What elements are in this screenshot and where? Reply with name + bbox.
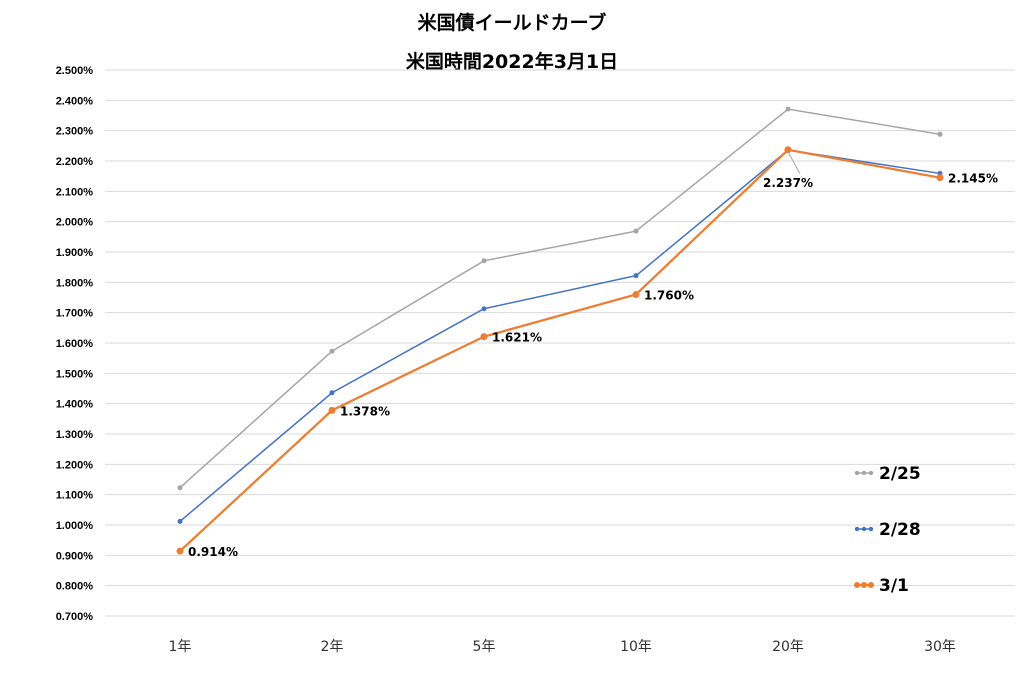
data-point [177,518,183,524]
x-tick-label: 1年 [169,639,192,655]
legend-swatch-marker [868,470,874,476]
x-tick-label: 20年 [772,639,804,655]
x-tick-label: 2年 [321,639,344,655]
data-point [177,485,183,491]
y-tick-label: 2.000% [56,217,94,229]
y-tick-label: 1.200% [56,459,94,471]
data-point [784,146,792,154]
legend-item: 2/28 [854,520,921,540]
data-label: 1.760% [644,288,694,302]
data-labels: 0.914% 1.378% 1.621% 1.760% 2.237% 2.145% [188,151,998,559]
x-tick-label: 10年 [620,639,652,655]
y-tick-label: 1.600% [56,338,94,350]
legend-swatch-marker [854,470,860,476]
legend-swatch-marker [861,526,867,532]
y-tick-label: 2.200% [56,156,94,168]
series-line [179,108,941,489]
legend-item: 2/25 [854,464,921,484]
data-point [480,333,488,341]
x-tick-label: 30年 [924,639,956,655]
y-tick-label: 1.000% [56,520,94,532]
data-point [936,174,944,182]
data-point [481,306,487,312]
series-3-1 [176,146,944,555]
data-point [176,547,184,555]
series-2-28 [177,147,943,524]
legend: 2/25 2/28 3/1 [854,464,921,596]
y-tick-label: 1.700% [56,308,94,320]
series-line [179,149,941,522]
x-tick-label: 5年 [473,639,496,655]
y-tick-label: 2.300% [56,126,94,138]
y-axis-tick-labels: 0.700% 0.800% 0.900% 1.000% 1.100% 1.200% 1.30… [56,65,94,623]
data-label: 0.914% [188,545,238,559]
series-2-25 [177,106,943,491]
chart-title: 米国債イールドカーブ [417,12,607,34]
data-label: 1.621% [492,331,542,345]
data-point [329,348,335,354]
series-line [179,148,941,552]
legend-item: 3/1 [854,576,909,596]
legend-swatch-marker [854,582,860,588]
data-label: 2.237% [763,176,813,190]
y-tick-label: 2.100% [56,186,94,198]
y-tick-label: 2.400% [56,95,94,107]
legend-swatch-marker [854,526,860,532]
y-tick-label: 2.500% [56,65,94,77]
y-tick-label: 1.500% [56,368,94,380]
data-point [937,131,943,137]
data-point [633,228,639,234]
y-tick-label: 1.100% [56,490,94,502]
data-label: 2.145% [948,172,998,186]
legend-swatch-marker [861,582,867,588]
data-label: 1.378% [340,404,390,418]
legend-swatch-marker [868,582,874,588]
y-tick-label: 1.300% [56,429,94,441]
data-point [481,258,487,264]
y-tick-label: 0.800% [56,581,94,593]
x-axis-tick-labels: 1年 2年 5年 10年 20年 30年 [169,639,956,655]
legend-swatch-marker [868,526,874,532]
data-point [328,406,336,414]
y-tick-label: 1.800% [56,277,94,289]
legend-swatch-marker [861,470,867,476]
y-tick-label: 0.700% [56,611,94,623]
data-point [633,273,639,279]
legend-label: 2/25 [879,464,921,484]
legend-label: 3/1 [879,576,909,596]
data-label-leader [787,151,801,175]
y-tick-label: 1.900% [56,247,94,259]
y-tick-label: 1.400% [56,399,94,411]
data-point [632,290,640,298]
y-tick-label: 0.900% [56,550,94,562]
chart-subtitle: 米国時間2022年3月1日 [405,51,619,73]
legend-label: 2/28 [879,520,921,540]
data-point [785,106,791,112]
data-point [329,390,335,396]
series-lines [176,106,944,555]
